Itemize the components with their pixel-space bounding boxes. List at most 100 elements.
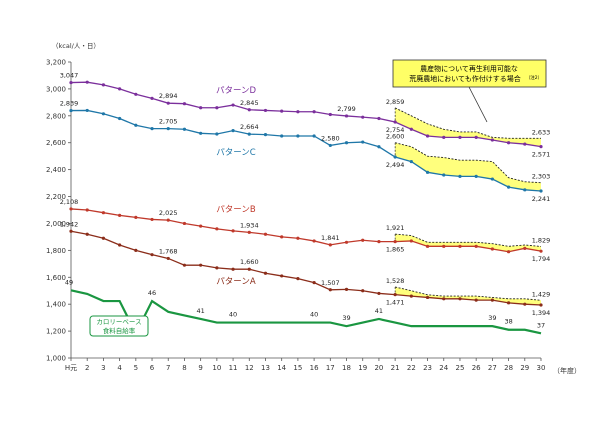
data-point <box>134 92 138 96</box>
series-name-label: パターンD <box>216 86 257 96</box>
x-tick-label: 10 <box>212 364 221 372</box>
data-point <box>85 232 89 236</box>
data-label: 1,942 <box>60 220 79 228</box>
data-label: 1,471 <box>386 299 405 307</box>
data-point <box>490 247 494 251</box>
data-point <box>458 244 462 248</box>
future-range-band <box>395 286 541 305</box>
data-point <box>69 229 73 233</box>
data-label: 2,799 <box>337 105 356 113</box>
x-tick-label: 26 <box>472 364 481 372</box>
data-label: 38 <box>504 318 512 326</box>
series-line <box>70 81 542 148</box>
data-point <box>263 232 268 236</box>
data-point <box>69 80 73 85</box>
data-point <box>280 109 284 113</box>
y-tick-label: 1,000 <box>46 355 66 363</box>
data-label: 39 <box>488 314 496 322</box>
data-point <box>490 138 494 142</box>
series-name-label: パターンC <box>216 148 256 158</box>
data-point <box>231 103 235 107</box>
data-point <box>458 135 462 139</box>
data-label: 2,108 <box>60 198 79 206</box>
x-tick-label: 21 <box>391 364 400 372</box>
data-point <box>101 112 106 116</box>
band-upper-dashed-line <box>395 233 542 247</box>
data-point <box>199 106 203 110</box>
data-point <box>523 188 527 192</box>
series-lines <box>69 80 543 336</box>
data-label: 1,768 <box>159 247 178 255</box>
x-unit-label: （年度） <box>553 366 581 375</box>
data-label: 2,241 <box>532 195 551 203</box>
band-upper-dashed-line <box>395 286 542 301</box>
data-label: 41 <box>375 307 383 315</box>
data-point <box>231 229 235 233</box>
data-label: 1,921 <box>386 224 405 232</box>
data-label: 2,754 <box>386 126 405 134</box>
data-point <box>118 213 122 217</box>
data-label: 2,859 <box>386 98 405 106</box>
x-tick-label: 20 <box>374 364 383 372</box>
data-point <box>118 87 122 91</box>
series-line <box>70 289 542 336</box>
data-point <box>199 224 203 228</box>
data-point <box>312 110 316 114</box>
data-point <box>150 96 154 100</box>
data-label: 2,845 <box>240 99 259 107</box>
self-sufficiency-line-1: カロリーベース <box>96 318 141 326</box>
data-point <box>539 145 543 149</box>
data-point <box>182 263 187 267</box>
data-point <box>166 127 170 131</box>
data-label: 2,705 <box>159 118 178 126</box>
y-tick-label: 1,800 <box>46 247 66 255</box>
data-label: 1,660 <box>240 258 259 266</box>
data-label: 1,394 <box>532 309 551 317</box>
data-label: 3,047 <box>60 72 79 80</box>
data-point <box>118 116 122 121</box>
data-point <box>377 291 381 296</box>
x-tick-label: 27 <box>488 364 497 372</box>
data-point <box>425 295 430 300</box>
data-point <box>377 116 381 121</box>
data-point <box>166 101 170 105</box>
data-point <box>539 189 543 193</box>
data-point <box>231 129 235 133</box>
data-point <box>377 240 381 244</box>
data-point <box>523 142 527 146</box>
data-point <box>134 215 138 219</box>
x-tick-label: 17 <box>326 364 335 372</box>
data-point <box>312 239 316 243</box>
data-label: 1,507 <box>321 279 340 287</box>
data-point <box>199 263 203 267</box>
y-tick-label: 1,200 <box>46 328 66 336</box>
data-point <box>425 244 430 248</box>
y-axis: 1,000 1,200 1,400 1,600 1,800 2,000 2,200 2,400… <box>46 59 72 363</box>
data-label: 2,025 <box>159 209 178 217</box>
data-point <box>263 108 268 113</box>
data-point <box>409 294 413 298</box>
data-point <box>409 127 413 131</box>
data-label: 1,829 <box>532 236 551 244</box>
x-tick-label: 2 <box>85 364 89 372</box>
series-name-label: パターンB <box>216 205 256 215</box>
data-point <box>150 127 154 131</box>
x-tick-label: 22 <box>407 364 416 372</box>
data-point <box>247 267 251 271</box>
data-point <box>150 253 154 257</box>
data-point <box>215 227 219 231</box>
data-point <box>280 274 284 278</box>
data-point <box>231 267 235 271</box>
data-point <box>361 289 365 293</box>
bands <box>394 107 542 305</box>
x-tick-label: 13 <box>261 364 270 372</box>
data-point <box>490 298 494 302</box>
y-tick-label: 2,000 <box>46 220 66 228</box>
data-point <box>506 301 511 305</box>
callout-note: （注2） <box>526 74 542 81</box>
data-point <box>361 238 365 242</box>
data-point <box>85 208 89 212</box>
y-tick-label: 1,600 <box>46 274 66 282</box>
series-line <box>70 109 542 192</box>
